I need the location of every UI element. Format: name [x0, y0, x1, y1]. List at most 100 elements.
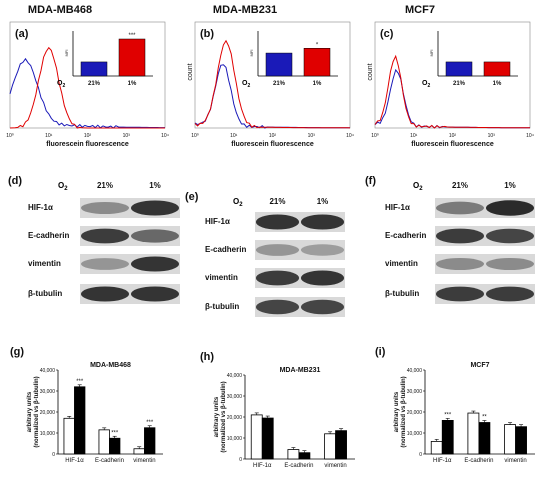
blot-band	[486, 200, 534, 216]
panel-letter: (a)	[15, 28, 29, 40]
blot-band	[486, 228, 534, 244]
blot-band	[436, 201, 484, 215]
bar-chart: (i) MCF7 0 10,000 20,000 30,000 40,000 arbitrar…	[375, 346, 535, 464]
flow-tick-label: 10¹	[45, 133, 53, 139]
inset-category-label: 1%	[128, 81, 137, 87]
category-label: HIF-1α	[253, 463, 272, 469]
condition-label: 21%	[452, 181, 468, 190]
y-tick-label: 40,000	[40, 368, 56, 374]
inset-bar	[118, 38, 146, 77]
category-label: E-cadherin	[284, 463, 313, 469]
chart-title: MCF7	[470, 362, 489, 369]
blot-panel: (d) 21% 1% HIF-1α E-cadherin vimentin β-tubuli…	[8, 175, 180, 304]
blot-band	[81, 286, 129, 302]
inset-bar	[80, 61, 108, 77]
y-tick-label: 10,000	[40, 431, 56, 437]
bar	[335, 430, 347, 460]
chart-ylabel: arbitrary units	[394, 391, 400, 432]
flow-panel: (b) count 10⁰ 10¹ 10² 10³ 10⁴ fluorescein fluor…	[187, 21, 354, 148]
blot-band	[131, 229, 179, 243]
blot-band	[81, 228, 129, 244]
blot-band	[131, 256, 179, 272]
y-tick-label: 0	[419, 452, 422, 458]
y-tick-label: 10,000	[227, 436, 243, 442]
condition-label: 21%	[97, 181, 113, 190]
inset-category-label: 1%	[313, 81, 322, 87]
y-tick-label: 30,000	[407, 389, 423, 395]
cell-line-title: MCF7	[405, 4, 435, 16]
o2-label: O2	[413, 181, 423, 192]
y-tick-label: 30,000	[40, 389, 56, 395]
bar	[467, 412, 480, 455]
y-tick-label: 0	[239, 457, 242, 463]
histogram-1-percent	[9, 46, 165, 129]
flow-xlabel: fluorescein fluorescence	[46, 141, 129, 148]
panel-letter: (b)	[200, 28, 214, 40]
bar	[430, 440, 443, 455]
blot-band	[131, 200, 179, 216]
flow-panel: (a) 10⁰ 10¹ 10² 10³ 10⁴ fluorescein fluorescen…	[6, 21, 169, 148]
inset-category-label: 21%	[88, 81, 101, 87]
panel-letter: (f)	[365, 175, 376, 187]
blot-row-label: HIF-1α	[205, 217, 230, 226]
inset-bar	[483, 61, 511, 77]
panel-letter: (i)	[375, 346, 386, 358]
blot-band	[255, 270, 300, 286]
flow-panel: (c) count 10⁰ 10¹ 10² 10³ 10⁴ fluorescein fluor…	[367, 21, 534, 148]
flow-tick-label: 10⁴	[526, 133, 534, 139]
cell-line-title: MDA-MB231	[213, 4, 277, 16]
flow-tick-label: 10⁰	[191, 133, 199, 139]
category-label: E-cadherin	[95, 458, 124, 464]
bar	[261, 417, 274, 460]
chart-ylabel: (normalized vs β-tubulin)	[401, 376, 407, 447]
y-tick-label: 20,000	[407, 410, 423, 416]
bar	[250, 414, 263, 460]
blot-row-label: vimentin	[205, 273, 238, 282]
flow-tick-label: 10⁴	[161, 133, 169, 139]
chart-ylabel: arbitrary units	[214, 396, 220, 437]
bar	[287, 449, 300, 460]
bar	[298, 452, 311, 460]
significance-marker: **	[482, 415, 487, 421]
blot-band	[255, 214, 300, 230]
flow-tick-label: 10⁰	[6, 133, 14, 139]
category-label: vimentin	[504, 458, 526, 464]
inset-o2-label: O2	[422, 80, 430, 89]
blot-band	[436, 228, 484, 244]
inset-ylabel: MFI	[64, 50, 69, 57]
flow-tick-label: 10²	[84, 133, 92, 139]
y-tick-label: 10,000	[407, 431, 423, 437]
inset-bar	[303, 48, 331, 77]
y-tick-label: 30,000	[227, 394, 243, 400]
condition-label: 21%	[269, 197, 285, 206]
inset-o2-label: O2	[242, 80, 250, 89]
blot-band	[255, 299, 300, 315]
blot-band	[81, 201, 129, 215]
significance-marker: ***	[444, 412, 452, 418]
bar	[441, 419, 454, 455]
blot-row-label: HIF-1α	[385, 203, 410, 212]
panel-letter: (c)	[380, 28, 394, 40]
flow-ylabel: count	[187, 63, 194, 80]
bar-chart: (g) MDA-MB468 0 10,000 20,000 30,000 40,000 arb…	[10, 346, 163, 464]
blot-band	[300, 270, 345, 286]
flow-tick-label: 10¹	[230, 133, 238, 139]
inset-ylabel: MFI	[429, 50, 434, 57]
blot-band	[436, 286, 484, 302]
blot-row-label: HIF-1α	[28, 203, 53, 212]
category-label: HIF-1α	[433, 458, 452, 464]
blot-band	[486, 286, 534, 302]
bar	[63, 417, 75, 455]
significance-marker: ***	[111, 430, 119, 436]
histogram-frame	[374, 21, 531, 129]
histogram-21-percent	[374, 68, 530, 129]
blot-row-label: β-tubulin	[28, 289, 62, 298]
flow-tick-label: 10¹	[410, 133, 418, 139]
bar	[515, 426, 527, 455]
panel-letter: (e)	[185, 191, 199, 203]
histogram-frame	[194, 21, 351, 129]
blot-panel: (e) 21% 1% HIF-1α E-cadherin vimentin β-tubuli…	[185, 191, 345, 317]
inset-o2-label: O2	[57, 80, 65, 89]
condition-label: 1%	[149, 181, 161, 190]
